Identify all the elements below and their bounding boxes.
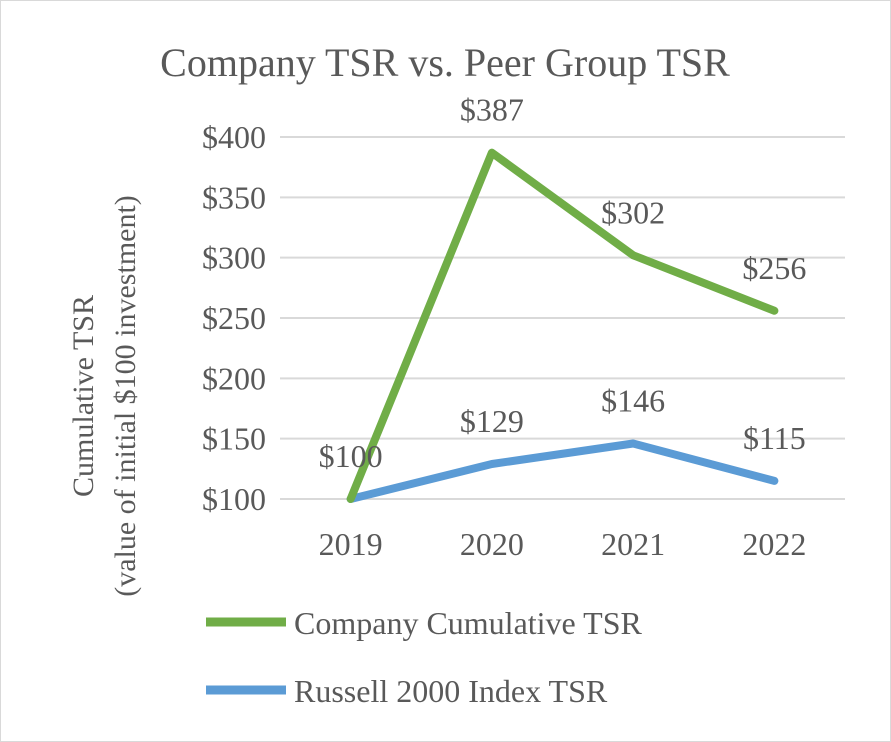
x-tick-label: 2021 bbox=[601, 526, 665, 562]
y-axis-ticks: $100 $150 $200 $250 $300 $350 $400 bbox=[202, 119, 266, 517]
y-tick-label: $150 bbox=[202, 421, 266, 457]
data-label-russell-2021: $146 bbox=[601, 382, 665, 418]
x-tick-label: 2019 bbox=[319, 526, 383, 562]
legend-label-russell: Russell 2000 Index TSR bbox=[294, 673, 608, 709]
x-tick-label: 2020 bbox=[460, 526, 524, 562]
y-tick-label: $200 bbox=[202, 360, 266, 396]
data-label-company-2021: $302 bbox=[601, 194, 665, 230]
x-tick-label: 2022 bbox=[742, 526, 806, 562]
series-lines bbox=[346, 148, 779, 503]
y-axis-title-line-2: (value of initial $100 investment) bbox=[109, 195, 142, 597]
data-label-company-2019: $100 bbox=[319, 438, 383, 474]
y-tick-label: $250 bbox=[202, 300, 266, 336]
data-labels: $100 $387 $302 $256 $129 $146 $115 bbox=[319, 92, 807, 474]
data-label-russell-2020: $129 bbox=[460, 403, 524, 439]
series-line-russell bbox=[346, 439, 779, 503]
y-tick-label: $300 bbox=[202, 240, 266, 276]
legend-label-company: Company Cumulative TSR bbox=[294, 605, 643, 641]
series-line-company bbox=[346, 148, 779, 503]
data-label-company-2020: $387 bbox=[460, 92, 524, 128]
y-tick-label: $100 bbox=[202, 481, 266, 517]
y-tick-label: $400 bbox=[202, 119, 266, 155]
data-label-company-2022: $256 bbox=[742, 250, 806, 286]
y-axis-title: Cumulative TSR (value of initial $100 in… bbox=[67, 195, 142, 597]
y-axis-title-line-1: Cumulative TSR bbox=[67, 295, 100, 497]
x-axis-ticks: 2019 2020 2021 2022 bbox=[319, 526, 807, 562]
legend: Company Cumulative TSR Russell 2000 Inde… bbox=[206, 605, 643, 709]
chart-title: Company TSR vs. Peer Group TSR bbox=[160, 40, 730, 85]
y-tick-label: $350 bbox=[202, 179, 266, 215]
data-label-russell-2022: $115 bbox=[743, 420, 806, 456]
